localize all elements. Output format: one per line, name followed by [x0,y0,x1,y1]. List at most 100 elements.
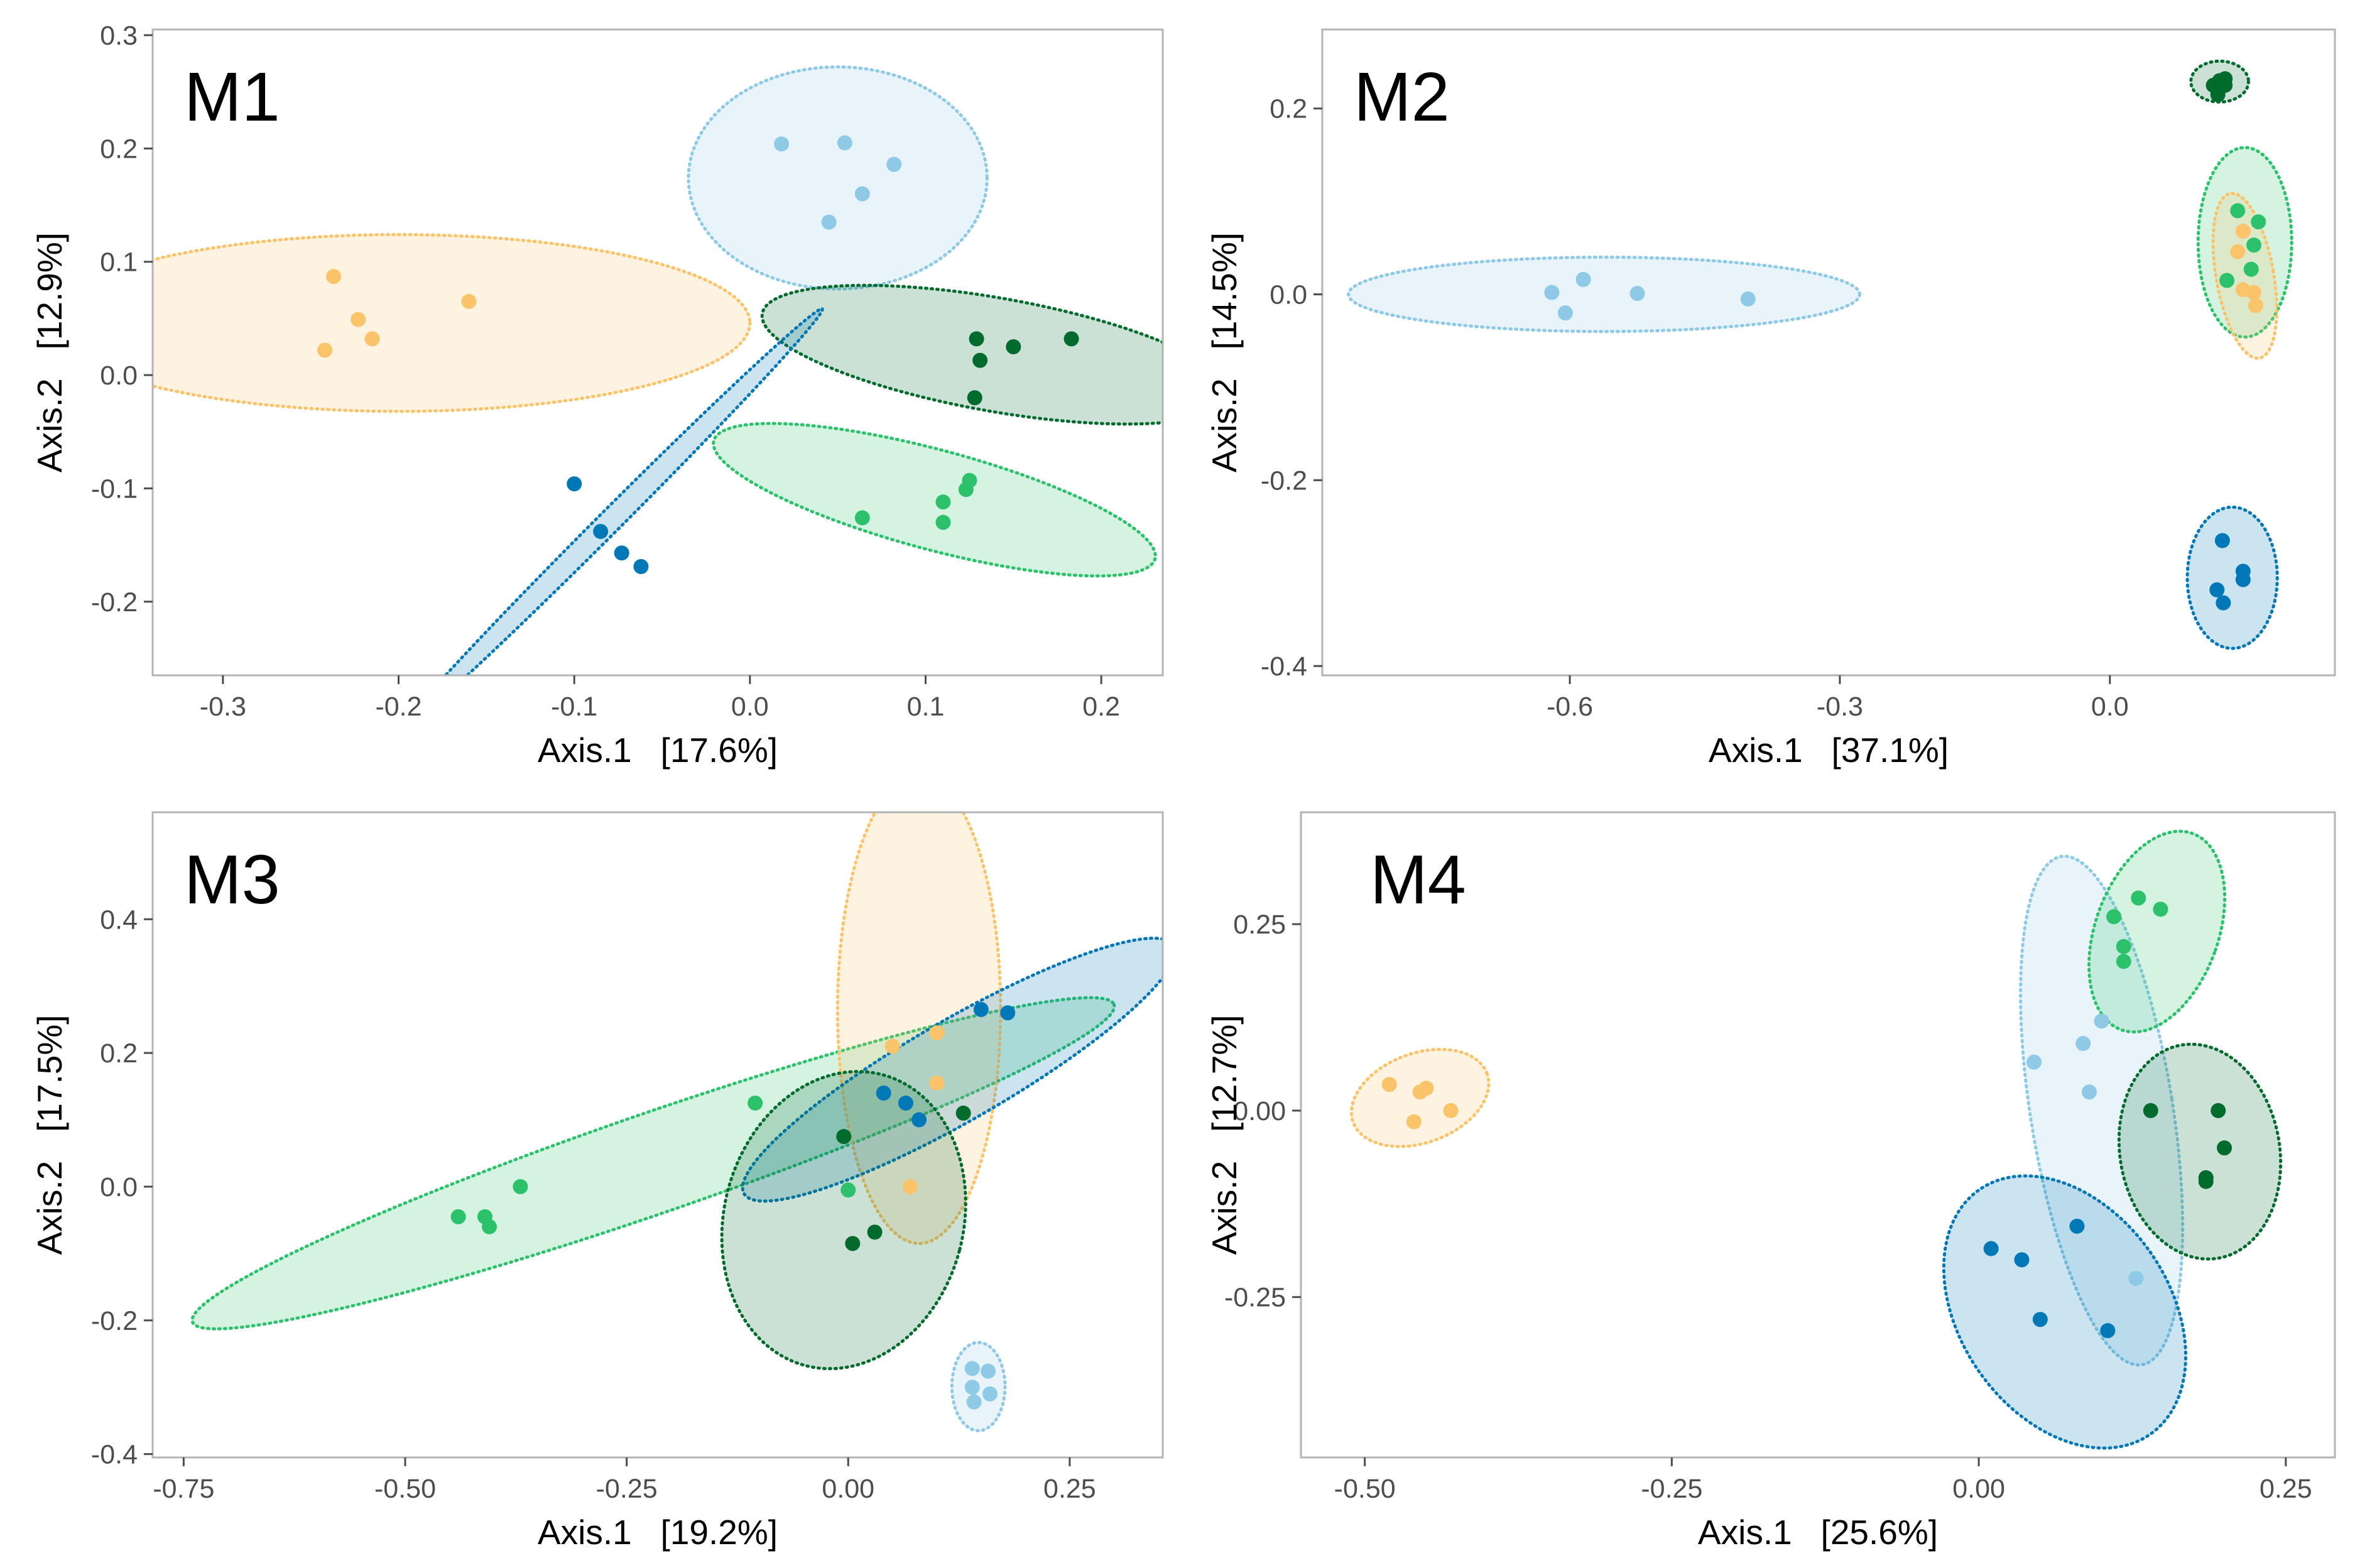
data-point-light-blue [964,1361,980,1376]
data-point-dark-blue [567,476,582,492]
data-point-medium-green [962,472,977,488]
data-point-dark-green [2198,1173,2214,1189]
data-point-orange [929,1075,945,1091]
confidence-ellipse-orange [835,812,1003,1245]
data-point-light-blue [982,1386,998,1402]
y-tick-label: 0.0 [100,1172,138,1202]
x-tick-label: 0.2 [1082,692,1120,722]
x-tick-label: -0.50 [1334,1474,1396,1504]
data-point-dark-green [955,1105,971,1121]
data-point-orange [929,1025,945,1041]
data-point-medium-green [935,514,951,530]
data-point-dark-green [1006,339,1021,354]
panel-m4: -0.50 -0.25 0.00 0.25 -0.25 0.00 0.25 Axis.1 [2… [1205,811,2336,1552]
x-axis-title: Axis.1 [25.6%] [1698,1513,1938,1552]
panel-border [1321,28,2336,677]
data-point-light-blue [2075,1036,2091,1052]
data-point-dark-green [1063,331,1079,347]
data-point-light-blue [2082,1084,2097,1100]
data-point-dark-green [2217,71,2233,87]
data-point-light-blue [1575,271,1591,287]
data-point-medium-green [2106,909,2122,925]
x-tick-label: -0.25 [1641,1474,1702,1504]
data-point-dark-blue [973,1001,989,1017]
data-point-dark-blue [2209,582,2225,597]
data-point-dark-blue [876,1085,891,1101]
y-tick-label: 0.2 [100,1038,138,1069]
confidence-ellipse-dark-green [2117,1042,2283,1261]
y-tick-label: -0.2 [91,1306,138,1336]
data-point-orange [326,269,342,285]
y-tick-label: 0.4 [100,905,138,935]
data-point-dark-blue [898,1095,913,1111]
data-point-dark-blue [1983,1241,1999,1256]
confidence-ellipse-dark-blue [2185,505,2279,650]
panel-border [1300,811,2336,1459]
x-tick-label: -0.2 [375,692,422,722]
data-point-light-blue [886,156,902,172]
data-point-light-blue [2026,1054,2042,1070]
panel-label: M1 [184,58,280,136]
y-tick-label: 0.0 [100,361,138,391]
data-point-medium-green [2219,273,2235,288]
data-point-medium-green [450,1209,466,1224]
y-tick-label: 0.25 [1233,910,1286,940]
x-tick-label: -0.6 [1547,692,1593,722]
confidence-ellipse-medium-green [2196,146,2293,339]
y-axis-title: Axis.2 [14.5%] [1205,232,1244,472]
confidence-ellipse-light-blue [687,65,989,291]
data-point-light-blue [837,135,852,151]
data-point-dark-green [836,1129,852,1145]
data-point-dark-blue [2216,595,2231,611]
data-point-light-blue [1629,286,1645,302]
data-point-orange [884,1038,900,1054]
data-point-dark-blue [2032,1312,2048,1327]
x-tick-label: 0.25 [2260,1474,2312,1504]
data-point-dark-green [2211,1102,2226,1118]
x-tick-label: -0.1 [551,692,597,722]
data-point-light-blue [2128,1271,2144,1287]
data-point-dark-green [2217,1140,2233,1156]
x-tick-label: -0.3 [200,692,246,722]
x-tick-label: 0.0 [2091,692,2129,722]
panel-m2: -0.6 -0.3 0.0 -0.4 -0.2 0.0 0.2 Axis.1 [37.1%] A… [1205,28,2336,770]
data-point-orange [2230,244,2246,259]
confidence-ellipse-dark-blue [1942,1174,2187,1450]
data-point-dark-blue [1000,1005,1016,1021]
data-point-orange [364,331,380,347]
data-point-dark-blue [633,558,649,574]
data-point-medium-green [935,494,951,510]
data-point-dark-blue [593,523,609,539]
plot-content [1349,829,2283,1450]
data-point-light-blue [966,1394,982,1410]
confidence-ellipse-orange [2211,192,2278,360]
data-point-orange [903,1179,918,1194]
data-point-light-blue [981,1363,996,1379]
x-tick-label: 0.00 [1952,1474,2005,1504]
data-point-orange [1443,1102,1459,1118]
y-tick-label: -0.4 [91,1440,138,1470]
data-point-light-blue [774,136,790,152]
data-point-dark-green [2143,1102,2158,1118]
x-tick-label: 0.1 [907,692,945,722]
x-axis-title: Axis.1 [19.2%] [538,1513,778,1552]
data-point-dark-green [969,331,984,347]
data-point-light-blue [2094,1013,2109,1029]
data-point-dark-blue [2100,1323,2116,1339]
data-point-light-blue [1544,285,1560,300]
panel-label: M3 [184,841,280,918]
data-point-light-blue [964,1380,980,1395]
data-point-light-blue [1557,305,1573,321]
y-tick-label: -0.2 [1261,466,1307,496]
y-tick-label: 0.2 [1270,94,1307,124]
data-point-orange [317,342,333,358]
x-tick-label: -0.50 [374,1474,436,1504]
confidence-ellipse-light-blue [2019,854,2185,1367]
data-point-medium-green [854,510,870,526]
data-point-dark-green [972,352,988,368]
x-axis-title: Axis.1 [37.1%] [1709,731,1949,770]
panel-m1: -0.3 -0.2 -0.1 0.0 0.1 0.2 -0.2 -0.1 0.0 0.1 0.2 0.… [30,21,1164,770]
y-tick-label: -0.2 [91,587,138,618]
data-point-light-blue [1740,291,1756,307]
